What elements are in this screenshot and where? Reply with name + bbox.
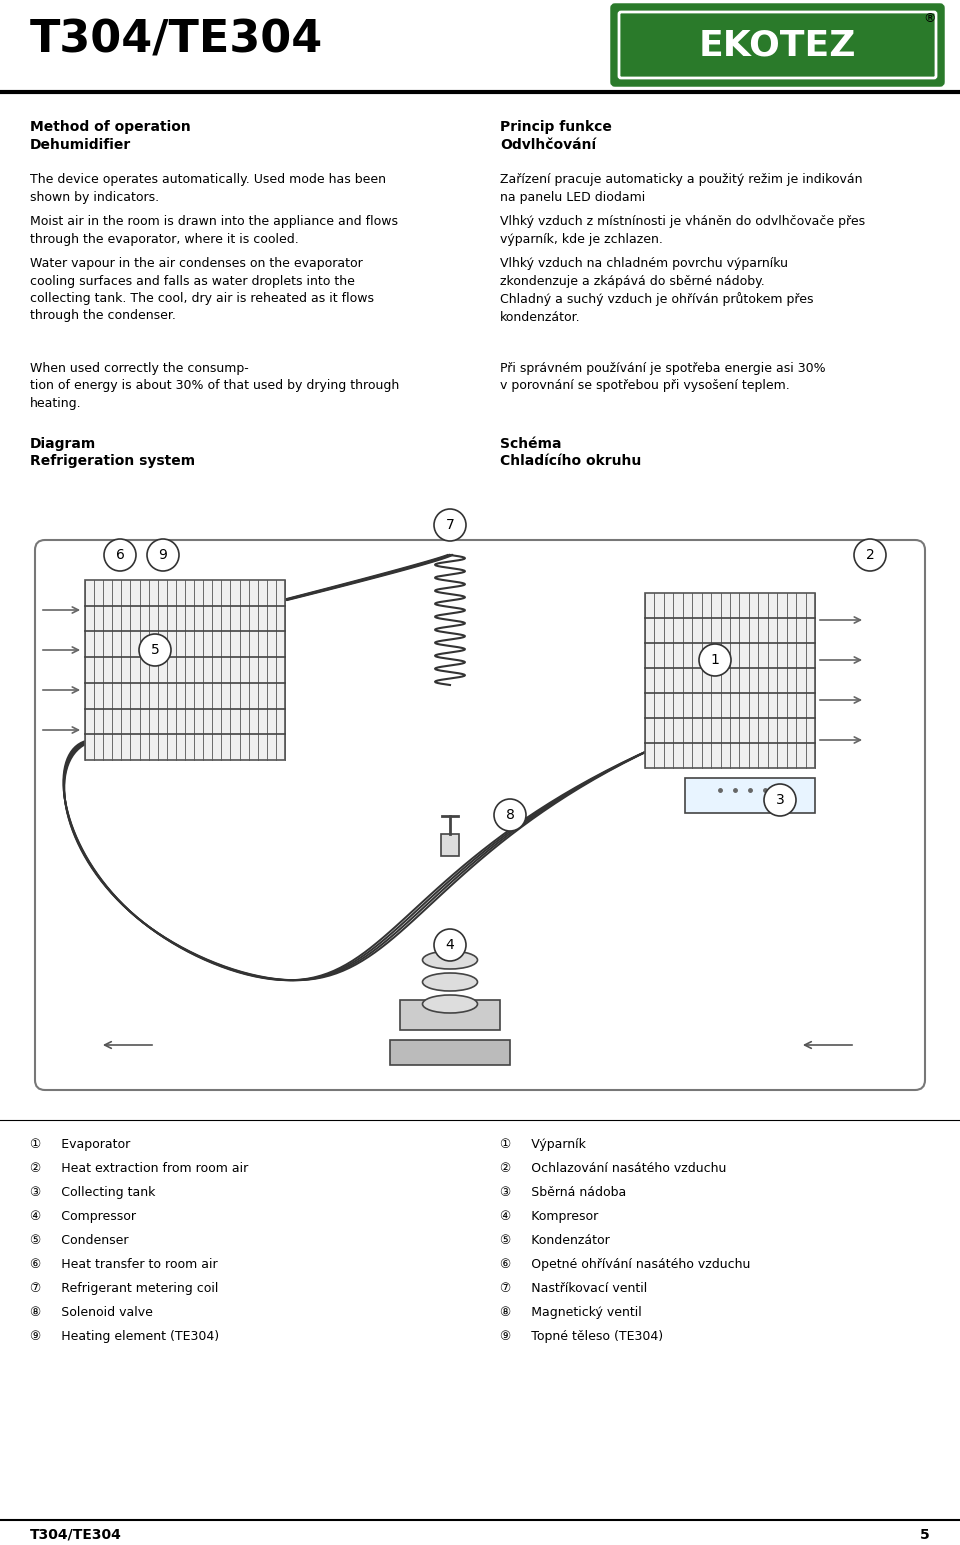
Ellipse shape <box>422 995 477 1014</box>
Ellipse shape <box>422 973 477 990</box>
Text: 4: 4 <box>445 938 454 952</box>
Text: ①     Výparník: ① Výparník <box>500 1139 586 1151</box>
Text: 1: 1 <box>710 654 719 667</box>
Text: Schéma: Schéma <box>500 437 562 451</box>
Text: 3: 3 <box>776 793 784 806</box>
Text: Vlhký vzduch na chladném povrchu výparníku
zkondenzuje a zkápává do sběrné nádob: Vlhký vzduch na chladném povrchu výparní… <box>500 256 813 324</box>
Text: When used correctly the consump-
tion of energy is about 30% of that used by dry: When used correctly the consump- tion of… <box>30 362 399 409</box>
Text: Water vapour in the air condenses on the evaporator
cooling surfaces and falls a: Water vapour in the air condenses on the… <box>30 256 374 323</box>
Circle shape <box>139 633 171 666</box>
Text: ③     Collecting tank: ③ Collecting tank <box>30 1187 156 1199</box>
Text: ⑧     Magnetický ventil: ⑧ Magnetický ventil <box>500 1306 641 1319</box>
Text: Odvlhčování: Odvlhčování <box>500 138 596 151</box>
Text: ④     Compressor: ④ Compressor <box>30 1210 136 1224</box>
Circle shape <box>699 644 731 677</box>
Text: Vlhký vzduch z místnínosti je vháněn do odvlhčovače přes
výparník, kde je zchlaz: Vlhký vzduch z místnínosti je vháněn do … <box>500 215 865 246</box>
Text: ®: ® <box>924 12 936 25</box>
Text: Diagram: Diagram <box>30 437 96 451</box>
Text: T304/TE304: T304/TE304 <box>30 19 324 60</box>
Text: 9: 9 <box>158 548 167 562</box>
Text: Refrigeration system: Refrigeration system <box>30 454 195 468</box>
Text: 8: 8 <box>506 808 515 822</box>
Text: 6: 6 <box>115 548 125 562</box>
Text: ⑥     Opetné ohřívání nasátého vzduchu: ⑥ Opetné ohřívání nasátého vzduchu <box>500 1258 751 1272</box>
Text: ②     Heat extraction from room air: ② Heat extraction from room air <box>30 1162 249 1176</box>
Circle shape <box>434 929 466 961</box>
Text: ⑧     Solenoid valve: ⑧ Solenoid valve <box>30 1306 153 1319</box>
Circle shape <box>854 539 886 572</box>
Ellipse shape <box>422 952 477 969</box>
Circle shape <box>764 783 796 816</box>
Text: ⑤     Kondenzátor: ⑤ Kondenzátor <box>500 1234 610 1247</box>
Text: The device operates automatically. Used mode has been
shown by indicators.: The device operates automatically. Used … <box>30 173 386 204</box>
FancyBboxPatch shape <box>612 5 943 85</box>
Text: Při správném používání je spotřeba energie asi 30%
v porovnání se spotřebou při : Při správném používání je spotřeba energ… <box>500 362 826 392</box>
Text: Chladícího okruhu: Chladícího okruhu <box>500 454 641 468</box>
Text: ⑥     Heat transfer to room air: ⑥ Heat transfer to room air <box>30 1258 218 1272</box>
Text: ⑦     Nastříkovací ventil: ⑦ Nastříkovací ventil <box>500 1282 647 1295</box>
Circle shape <box>147 539 179 572</box>
Bar <box>685 777 815 813</box>
Text: Princip funkce: Princip funkce <box>500 121 612 134</box>
Circle shape <box>494 799 526 831</box>
Text: ⑨     Heating element (TE304): ⑨ Heating element (TE304) <box>30 1330 219 1343</box>
Text: Zařízení pracuje automaticky a použitý režim je indikován
na panelu LED diodami: Zařízení pracuje automaticky a použitý r… <box>500 173 862 204</box>
Text: ④     Kompresor: ④ Kompresor <box>500 1210 598 1224</box>
Text: ③     Sběrná nádoba: ③ Sběrná nádoba <box>500 1187 626 1199</box>
Text: ⑤     Condenser: ⑤ Condenser <box>30 1234 129 1247</box>
Text: 5: 5 <box>151 643 159 657</box>
Text: 5: 5 <box>921 1528 930 1542</box>
Text: ⑨     Topné těleso (TE304): ⑨ Topné těleso (TE304) <box>500 1330 663 1343</box>
FancyBboxPatch shape <box>619 12 936 77</box>
Text: Dehumidifier: Dehumidifier <box>30 138 132 151</box>
Bar <box>645 592 815 768</box>
Circle shape <box>434 508 466 541</box>
Text: ②     Ochlazování nasátého vzduchu: ② Ochlazování nasátého vzduchu <box>500 1162 727 1176</box>
Text: T304/TE304: T304/TE304 <box>30 1528 122 1542</box>
Text: ①     Evaporator: ① Evaporator <box>30 1139 131 1151</box>
Bar <box>400 1000 500 1031</box>
Text: 2: 2 <box>866 548 875 562</box>
Text: EKOTEZ: EKOTEZ <box>699 28 856 62</box>
Bar <box>441 834 459 856</box>
Circle shape <box>104 539 136 572</box>
Text: Moist air in the room is drawn into the appliance and flows
through the evaporat: Moist air in the room is drawn into the … <box>30 215 398 246</box>
Bar <box>390 1040 510 1065</box>
Bar <box>85 579 285 760</box>
Text: 7: 7 <box>445 518 454 531</box>
Text: ⑦     Refrigerant metering coil: ⑦ Refrigerant metering coil <box>30 1282 218 1295</box>
Text: Method of operation: Method of operation <box>30 121 191 134</box>
